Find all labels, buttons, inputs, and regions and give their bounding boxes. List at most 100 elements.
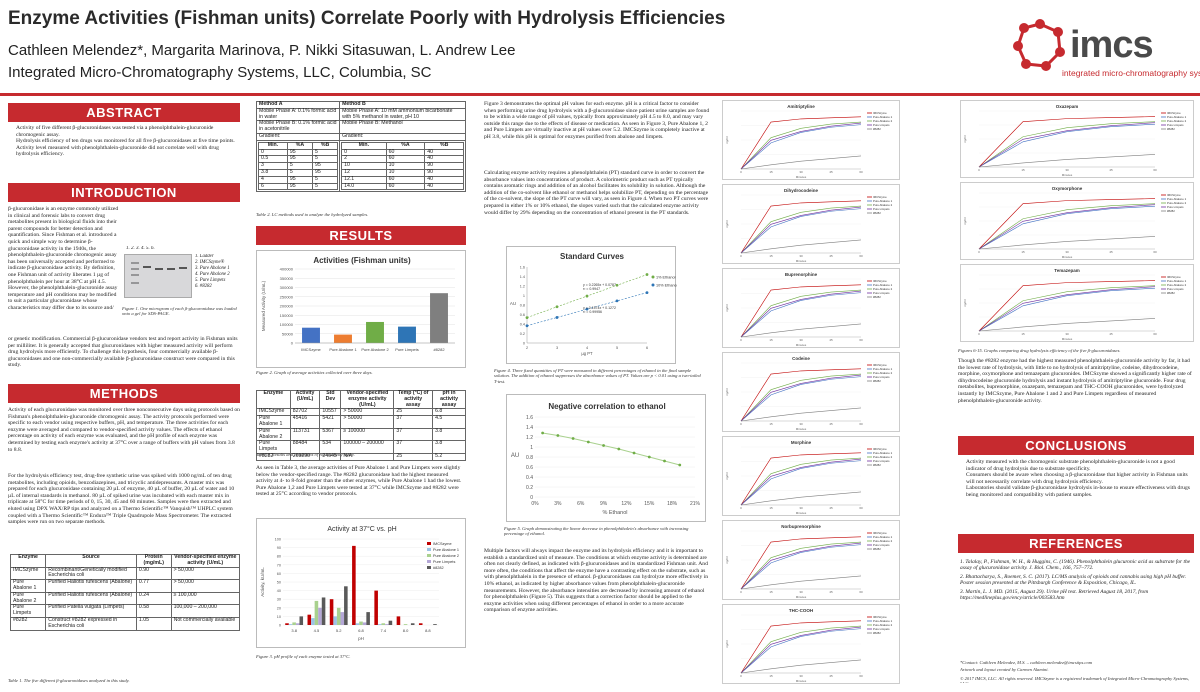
y-tick-label: 30 <box>277 598 281 602</box>
ethanol-line-chart: Negative correlation to ethanol 0 0.2 0.4 0.… <box>511 402 701 516</box>
x-tick-label: 9% <box>600 501 608 507</box>
standard-curves-line-chart: Standard Curves 0 0.2 0.4 0.6 0.8 1 1.2 1.4 1.6 2 3… <box>510 252 678 356</box>
table-row: Pure Abalone 2 113731 5367 ≥ 100000 37 3.8 <box>256 427 466 442</box>
bar <box>366 612 370 625</box>
x-tick-label: 45 <box>1109 168 1113 172</box>
x-tick-label: 21% <box>690 501 701 507</box>
reference-item: 2. Bhattacharya, S., Roemer, S. C. (2017… <box>960 573 1186 587</box>
trendline-r2: r² = 0.99956 <box>583 310 602 314</box>
y-tick-label: 50000 <box>282 331 294 336</box>
series-line <box>740 290 862 338</box>
chart-title: Dihydrocodeine <box>784 188 819 193</box>
trendline-equation: y = 0.2265x + 0.0787 <box>583 283 616 287</box>
x-axis-label: pH <box>358 636 364 641</box>
x-axis-label: Minutes <box>796 511 807 515</box>
y-tick-label: 20 <box>277 606 281 610</box>
abstract-bullet: Hydrolysis efficiency of ten drugs was m… <box>16 138 240 145</box>
x-tick-label: 45 <box>829 422 833 426</box>
y-axis-label: ng/ml <box>725 640 729 648</box>
poster-header <box>0 0 1200 95</box>
y-tick-label: 60 <box>277 572 281 576</box>
chart-title: Oxymorphone <box>1052 186 1083 191</box>
x-tick-label: 60 <box>1153 332 1157 336</box>
y-axis-label: ng/ml <box>725 388 729 396</box>
enzyme-table: Enzyme Source Protein (mg/mL) Vendor-spe… <box>9 554 241 631</box>
series-line <box>740 205 862 254</box>
x-tick-label: 4.5 <box>314 628 320 633</box>
series-line <box>978 203 1156 250</box>
gel-legend-item: 3. Pure Abalone 1 <box>195 266 230 271</box>
chart-title: Buprenorphine <box>785 272 818 277</box>
bar <box>385 624 389 625</box>
data-point <box>645 273 649 276</box>
bar <box>334 334 352 343</box>
y-tick-label: 0.8 <box>526 455 533 461</box>
series-line <box>978 154 1156 168</box>
bar <box>311 618 315 625</box>
bar <box>381 623 386 625</box>
hydrolysis-chart: Oxymorphone 0 15 30 45 60 Minutes ng/ml IMCSzyme… <box>960 182 1194 260</box>
abstract-bullet: Activity of five different β-glucuronida… <box>16 125 240 138</box>
legend-label: Pure Limpets <box>1167 205 1184 209</box>
series-line <box>740 121 862 170</box>
legend-label: IMCSzyme <box>873 195 887 199</box>
legend-label: Pure Abalone 2 <box>873 371 893 375</box>
series-line <box>740 374 862 422</box>
x-tick-label: 0 <box>740 170 742 174</box>
gel-legend: 1. Ladder 2. IMCSzyme® 3. Pure Abalone 1… <box>195 254 241 296</box>
y-tick-label: 150000 <box>280 313 294 318</box>
series-line <box>542 432 680 466</box>
legend-label: IMCSzyme <box>433 542 452 546</box>
chart-title: Activities (Fishman units) <box>313 256 411 265</box>
gel-legend-item: 6. #8282 <box>195 284 212 289</box>
hydrolysis-chart: Dihydrocodeine 0 15 30 45 60 Minutes ng/ml IMCSz… <box>722 184 900 264</box>
legend-label: IMCSzyme <box>1167 275 1181 279</box>
legend-label: Pure Limpets <box>873 543 890 547</box>
gel-caption: Figure 1. One microgram of each β-glucur… <box>122 306 237 317</box>
gel-legend-item: 1. Ladder <box>195 254 214 259</box>
data-point <box>585 294 589 298</box>
series-line <box>740 323 862 338</box>
x-tick-label: 45 <box>829 590 833 594</box>
ethanol-chart-caption: Figure 5. Graph demonstrating the linear… <box>504 526 689 537</box>
x-tick-label: 60 <box>859 590 863 594</box>
bar <box>366 321 384 343</box>
x-tick-label: 45 <box>829 254 833 258</box>
legend-label: #8282 <box>1167 209 1175 213</box>
header-divider <box>0 93 1200 96</box>
y-tick-label: 1.4 <box>526 425 533 431</box>
x-tick-label: Pure Abalone 1 <box>329 347 357 352</box>
legend-label: Pure Limpets <box>1167 287 1184 291</box>
sds-page-gel-image <box>124 254 192 298</box>
data-point <box>556 434 560 437</box>
x-tick-label: 3 <box>556 346 558 350</box>
x-tick-label: 15 <box>769 338 773 342</box>
x-tick-label: 30 <box>799 254 803 258</box>
legend-label: Pure Abalone 2 <box>873 539 893 543</box>
legend-label: #8282 <box>873 211 881 215</box>
series-line <box>978 236 1156 250</box>
x-tick-label: 8.8 <box>425 628 431 633</box>
y-tick-label: 0.8 <box>520 304 525 308</box>
series-line <box>978 198 1156 250</box>
standard-curves-chart: Standard Curves 0 0.2 0.4 0.6 0.8 1 1.2 1.4 1.6 2 3… <box>506 246 678 364</box>
bar <box>333 616 337 625</box>
series-line <box>740 200 862 254</box>
legend-label: Pure Abalone 1 <box>873 535 893 539</box>
y-tick-label: 90 <box>277 546 281 550</box>
ph-bar-chart: Activity at 37°C vs. pH 0 10 20 30 40 50 60 70 80… <box>260 525 459 641</box>
bar <box>352 545 356 625</box>
x-tick-label: 0% <box>531 501 539 507</box>
legend-label: Pure Abalone 2 <box>1167 119 1187 123</box>
x-tick-label: 0 <box>978 332 980 336</box>
contact-info: *Contact: Cathleen Melendez, M.S. – cath… <box>960 660 1093 665</box>
bar <box>374 590 378 625</box>
data-point <box>571 437 575 440</box>
legend-label: Pure Abalone 1 <box>1167 115 1187 119</box>
table-row: Pure Abalone 1 Purified Haliotis rufescen… <box>9 579 241 593</box>
legend-label: #8282 <box>433 566 444 570</box>
x-axis-label: Minutes <box>796 679 807 683</box>
series-line <box>740 284 862 338</box>
